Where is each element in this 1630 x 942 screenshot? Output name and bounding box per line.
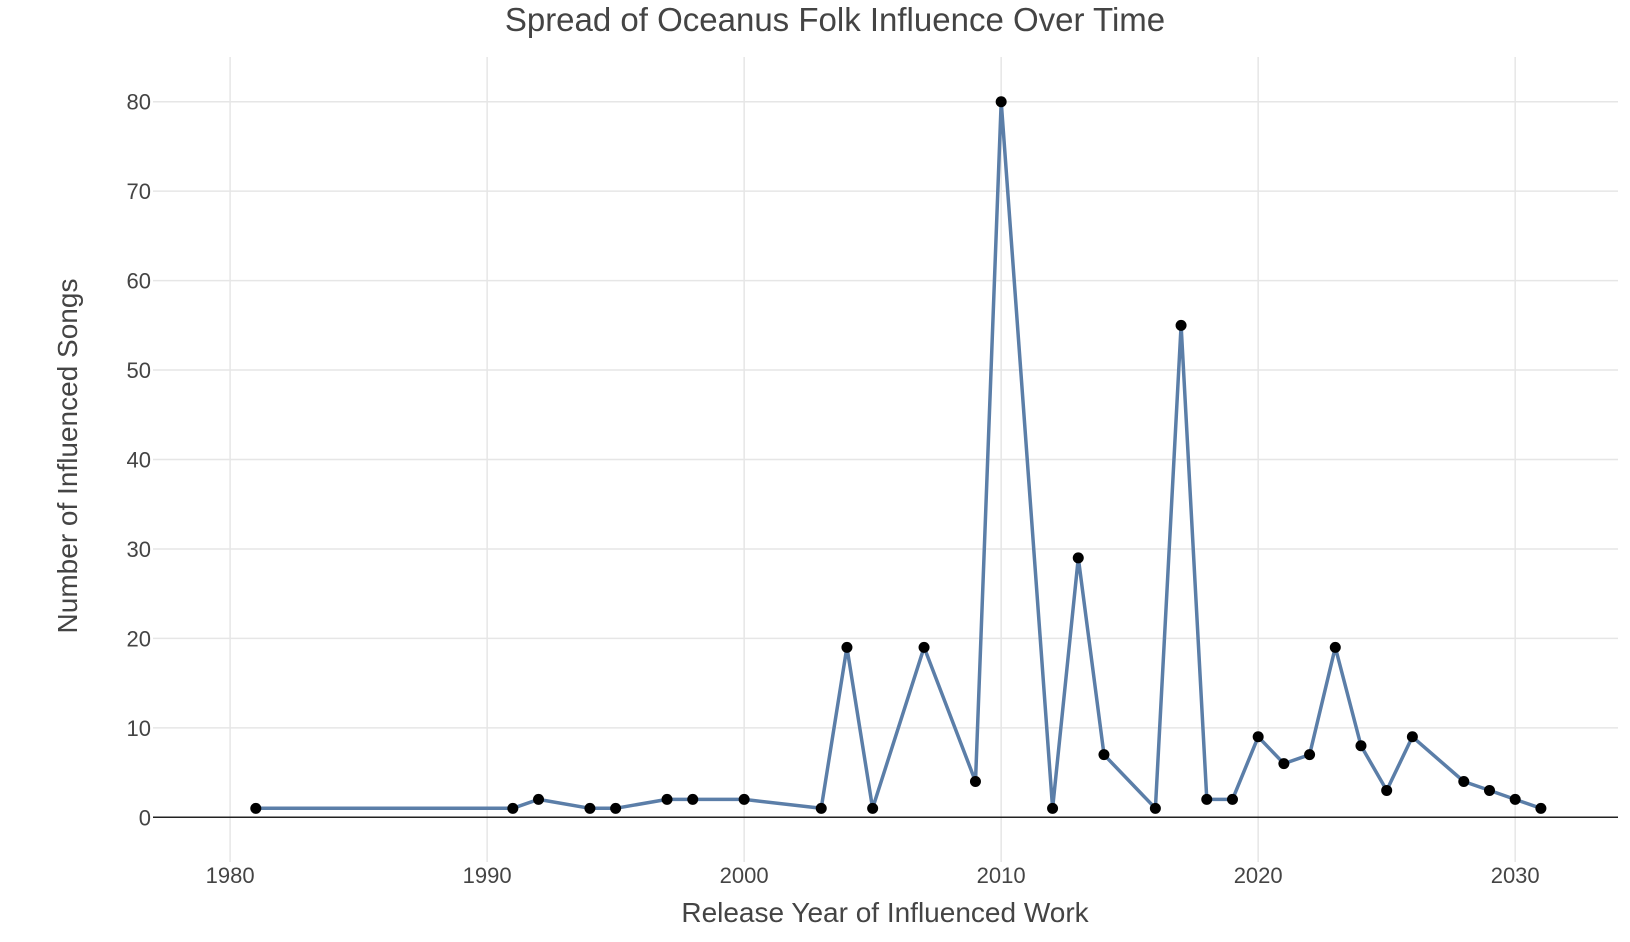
- data-point[interactable]: [1355, 740, 1367, 752]
- y-tick-label: 60: [127, 269, 151, 294]
- data-point[interactable]: [1226, 793, 1238, 805]
- data-point[interactable]: [533, 793, 545, 805]
- data-point[interactable]: [1458, 776, 1470, 787]
- axis-layer: 1980 1990 2000 2010 2020 20300102030405060708…: [127, 90, 1618, 888]
- y-tick-label: 50: [127, 358, 151, 383]
- data-point[interactable]: [995, 96, 1007, 108]
- x-tick-label: 2000: [720, 863, 769, 888]
- x-tick-label: 1980: [206, 863, 255, 888]
- data-point[interactable]: [738, 793, 750, 805]
- x-tick-label: 2020: [1234, 863, 1283, 888]
- data-point[interactable]: [687, 793, 699, 805]
- data-point[interactable]: [815, 802, 827, 814]
- y-tick-label: 0: [139, 805, 151, 830]
- data-point[interactable]: [1509, 793, 1521, 805]
- x-axis-label: Release Year of Influenced Work: [681, 897, 1089, 928]
- data-point[interactable]: [1535, 802, 1547, 814]
- data-point[interactable]: [584, 802, 596, 814]
- data-point[interactable]: [1304, 749, 1316, 761]
- grid-layer: [153, 57, 1618, 862]
- y-tick-label: 40: [127, 448, 151, 473]
- data-point[interactable]: [1381, 784, 1393, 796]
- y-tick-label: 20: [127, 626, 151, 651]
- data-point[interactable]: [1483, 784, 1495, 796]
- data-point[interactable]: [1098, 749, 1110, 761]
- y-tick-label: 30: [127, 537, 151, 562]
- x-tick-label: 2030: [1491, 863, 1540, 888]
- data-point[interactable]: [1329, 641, 1341, 653]
- data-point[interactable]: [1175, 319, 1187, 331]
- data-point[interactable]: [250, 802, 262, 814]
- x-tick-label: 1990: [463, 863, 512, 888]
- data-point[interactable]: [1201, 793, 1213, 805]
- chart-title: Spread of Oceanus Folk Influence Over Ti…: [505, 1, 1165, 38]
- y-axis-label: Number of Influenced Songs: [52, 279, 83, 634]
- data-point[interactable]: [1149, 802, 1161, 814]
- data-point[interactable]: [867, 802, 879, 814]
- series-line: [255, 99, 1542, 811]
- data-point[interactable]: [841, 641, 853, 653]
- series-layer: [250, 96, 1547, 814]
- data-point[interactable]: [610, 802, 622, 814]
- y-tick-label: 70: [127, 179, 151, 204]
- data-point[interactable]: [1278, 758, 1290, 770]
- data-point[interactable]: [1406, 731, 1418, 743]
- data-point[interactable]: [1072, 552, 1084, 564]
- x-tick-label: 2010: [977, 863, 1026, 888]
- y-tick-label: 80: [127, 90, 151, 115]
- data-point[interactable]: [1047, 802, 1059, 814]
- data-point[interactable]: [661, 793, 673, 805]
- data-point[interactable]: [507, 802, 519, 814]
- data-point[interactable]: [1252, 731, 1264, 743]
- data-point[interactable]: [918, 641, 930, 653]
- data-point[interactable]: [969, 776, 981, 787]
- y-tick-label: 10: [127, 716, 151, 741]
